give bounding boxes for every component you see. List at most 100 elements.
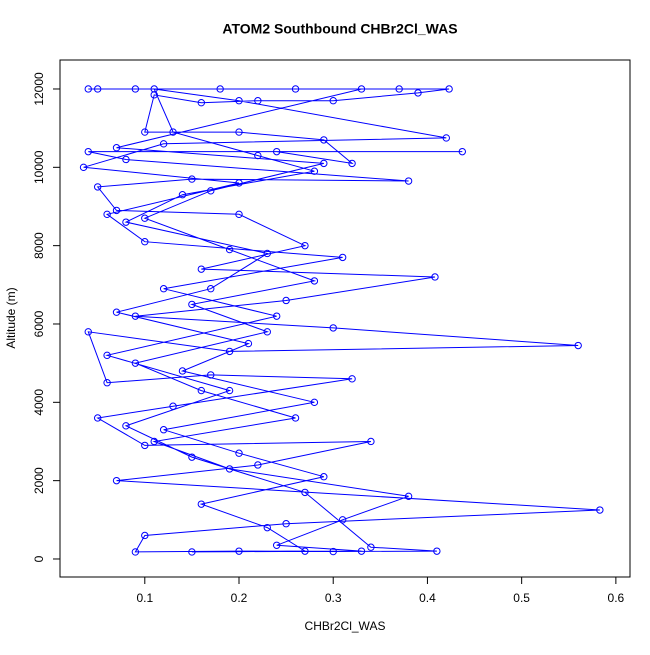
data-point	[150, 437, 158, 446]
plot-frame	[59, 59, 631, 578]
data-point	[301, 547, 309, 555]
data-point	[178, 191, 187, 199]
data-point	[141, 214, 149, 222]
data-point	[254, 151, 262, 160]
data-point	[329, 97, 337, 105]
data-point	[433, 547, 441, 555]
y-tick-label: 10000	[32, 150, 46, 184]
data-point	[197, 386, 206, 395]
data-point	[84, 147, 92, 156]
data-point	[235, 210, 243, 219]
data-point	[320, 136, 328, 144]
data-point	[282, 520, 290, 528]
data-point	[329, 547, 337, 556]
data-point	[112, 308, 121, 316]
data-point	[320, 159, 328, 168]
data-point	[188, 453, 196, 461]
data-point	[159, 285, 168, 293]
data-point	[272, 312, 281, 320]
data-point	[93, 85, 102, 93]
data-point	[103, 379, 111, 387]
data-point	[131, 85, 140, 93]
data-point	[159, 426, 168, 434]
data-point	[348, 375, 356, 383]
x-tick-label: 0.4	[419, 591, 436, 605]
data-point	[235, 97, 243, 105]
y-tick-label: 12000	[32, 72, 46, 106]
data-point	[301, 241, 309, 250]
y-axis-label: Altitude (m)	[4, 287, 18, 348]
data-point	[197, 98, 206, 107]
data-point	[367, 543, 375, 551]
data-point	[122, 218, 130, 226]
data-point	[235, 128, 243, 136]
data-point	[131, 312, 140, 320]
data-point	[458, 147, 466, 156]
data-point	[301, 488, 309, 497]
data-point	[131, 359, 140, 367]
data-point	[596, 506, 604, 514]
data-point	[197, 265, 206, 273]
data-point	[112, 206, 121, 215]
chart-title: ATOM2 Southbound CHBr2Cl_WAS	[222, 21, 457, 37]
data-point	[291, 85, 300, 93]
data-point	[225, 465, 234, 473]
data-point	[414, 89, 422, 97]
data-line	[83, 88, 600, 553]
data-point	[216, 85, 224, 93]
data-point	[338, 253, 347, 262]
data-point	[329, 324, 337, 332]
data-point	[150, 85, 158, 93]
data-point	[235, 449, 243, 457]
data-point	[310, 167, 319, 175]
data-point	[112, 476, 121, 485]
data-point	[272, 147, 281, 156]
data-point	[357, 547, 366, 555]
x-tick-label: 0.6	[608, 591, 625, 605]
data-point	[367, 437, 375, 446]
data-point	[574, 341, 582, 350]
data-point	[310, 398, 319, 407]
data-point	[93, 183, 102, 191]
data-point	[93, 414, 102, 422]
data-point	[188, 300, 196, 309]
data-point	[263, 523, 271, 532]
data-point	[282, 296, 290, 305]
data-point	[141, 441, 149, 450]
data-point	[207, 371, 215, 379]
data-point	[244, 339, 253, 348]
data-point	[84, 328, 92, 336]
data-point	[112, 144, 121, 152]
data-point	[169, 128, 177, 136]
data-point	[131, 548, 140, 556]
y-tick-label: 8000	[32, 232, 46, 259]
data-point	[263, 328, 271, 336]
data-point	[141, 128, 149, 136]
data-point	[254, 461, 262, 469]
x-tick-label: 0.5	[513, 591, 530, 605]
data-point	[207, 285, 215, 293]
data-point	[235, 547, 243, 555]
data-point	[141, 238, 149, 246]
data-point	[225, 245, 234, 254]
data-point	[357, 85, 366, 93]
data-point	[404, 177, 413, 185]
data-point	[445, 85, 453, 93]
data-point	[225, 347, 234, 356]
data-point	[320, 473, 328, 481]
data-point	[150, 91, 158, 99]
data-point	[207, 187, 215, 195]
data-point	[141, 531, 149, 540]
x-tick-label: 0.2	[231, 591, 248, 605]
data-point	[338, 516, 347, 524]
x-tick-label: 0.3	[325, 591, 342, 605]
data-point	[235, 179, 243, 187]
data-point	[254, 97, 262, 105]
data-point	[197, 500, 206, 508]
x-axis-label: CHBr2Cl_WAS	[305, 619, 386, 633]
data-point	[442, 134, 450, 142]
data-point	[103, 351, 111, 360]
data-point	[291, 414, 300, 422]
